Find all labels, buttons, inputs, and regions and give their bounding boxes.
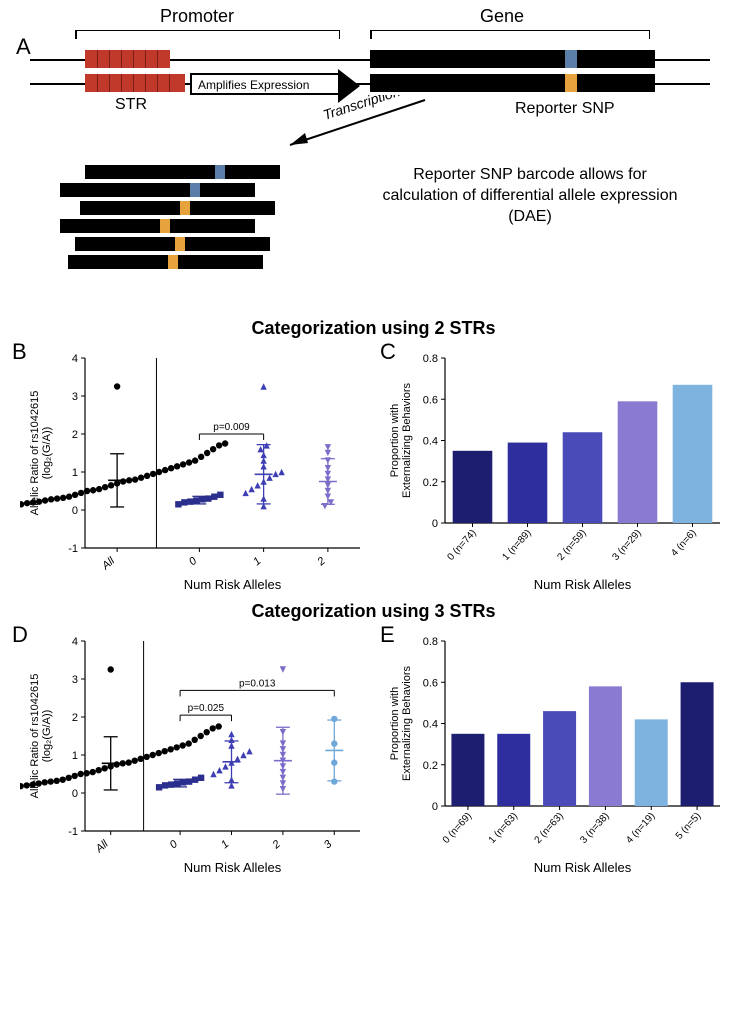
svg-text:p=0.009: p=0.009 bbox=[213, 422, 250, 433]
promoter-label: Promoter bbox=[160, 6, 234, 27]
tx1 bbox=[85, 165, 280, 179]
svg-text:-1: -1 bbox=[68, 826, 78, 838]
svg-text:3: 3 bbox=[72, 674, 78, 686]
svg-text:(log₂(G/A)): (log₂(G/A)) bbox=[41, 427, 53, 480]
svg-text:2: 2 bbox=[72, 712, 78, 724]
svg-text:0.2: 0.2 bbox=[423, 477, 438, 489]
row-DE: D -101234Allelic Ratio of rs1042615(log₂… bbox=[20, 626, 727, 876]
str2 bbox=[85, 74, 185, 92]
svg-text:p=0.025: p=0.025 bbox=[188, 703, 225, 714]
svg-text:0: 0 bbox=[72, 505, 78, 517]
svg-text:Proportion with: Proportion with bbox=[389, 404, 401, 477]
panel-C-label: C bbox=[380, 339, 396, 365]
svg-text:3 (n=38): 3 (n=38) bbox=[578, 811, 611, 846]
panel-B: B -101234Allelic Ratio of rs1042615(log₂… bbox=[20, 343, 370, 593]
figure: A Promoter Gene Amplifies Expression STR… bbox=[0, 0, 747, 896]
svg-text:Allelic Ratio of rs1042615: Allelic Ratio of rs1042615 bbox=[29, 674, 41, 799]
svg-text:1: 1 bbox=[72, 750, 78, 762]
svg-text:1: 1 bbox=[72, 467, 78, 479]
snp2-orange bbox=[565, 74, 577, 92]
svg-text:Num Risk Alleles: Num Risk Alleles bbox=[534, 860, 632, 875]
svg-text:-1: -1 bbox=[68, 543, 78, 555]
svg-text:0: 0 bbox=[187, 555, 200, 569]
svg-text:3 (n=29): 3 (n=29) bbox=[610, 528, 643, 563]
promoter-bracket bbox=[75, 30, 340, 31]
svg-text:1: 1 bbox=[219, 838, 231, 851]
gene1 bbox=[370, 50, 655, 68]
svg-text:2 (n=63): 2 (n=63) bbox=[533, 811, 566, 846]
panel-D: D -101234Allelic Ratio of rs1042615(log₂… bbox=[20, 626, 370, 876]
svg-text:5 (n=5): 5 (n=5) bbox=[674, 811, 704, 842]
gene-bracket bbox=[370, 30, 650, 31]
panel-B-label: B bbox=[12, 339, 27, 365]
svg-text:All: All bbox=[99, 555, 117, 573]
row-BC: B -101234Allelic Ratio of rs1042615(log₂… bbox=[20, 343, 727, 593]
svg-text:2: 2 bbox=[270, 838, 283, 852]
transcription-arrow: Transcription bbox=[275, 95, 435, 155]
svg-text:0.8: 0.8 bbox=[423, 636, 438, 648]
dae-text: Reporter SNP barcode allows for calculat… bbox=[375, 165, 685, 227]
tx6 bbox=[68, 255, 263, 269]
svg-text:0: 0 bbox=[432, 801, 438, 813]
tx2 bbox=[60, 183, 255, 197]
tx4 bbox=[60, 219, 255, 233]
amplify-text: Amplifies Expression bbox=[198, 78, 309, 92]
section2-title: Categorization using 2 STRs bbox=[20, 318, 727, 339]
svg-text:Externalizing Behaviors: Externalizing Behaviors bbox=[401, 666, 413, 781]
gene-label: Gene bbox=[480, 6, 524, 27]
svg-text:0: 0 bbox=[168, 838, 181, 852]
svg-text:0: 0 bbox=[72, 788, 78, 800]
svg-text:2: 2 bbox=[72, 429, 78, 441]
gene2 bbox=[370, 74, 655, 92]
svg-text:0.4: 0.4 bbox=[423, 719, 438, 731]
svg-text:1 (n=63): 1 (n=63) bbox=[487, 811, 520, 846]
svg-text:All: All bbox=[93, 838, 111, 856]
svg-text:0 (n=69): 0 (n=69) bbox=[441, 811, 474, 846]
svg-text:0: 0 bbox=[432, 518, 438, 530]
panel-E: E 00.20.40.60.8Proportion withExternaliz… bbox=[380, 626, 730, 876]
transcription-text: Transcription bbox=[321, 95, 402, 123]
svg-text:0.4: 0.4 bbox=[423, 436, 438, 448]
panel-A: A Promoter Gene Amplifies Expression STR… bbox=[20, 10, 727, 310]
panel-D-label: D bbox=[12, 622, 28, 648]
panel-A-label: A bbox=[16, 34, 31, 60]
svg-text:4: 4 bbox=[72, 636, 78, 648]
svg-text:4 (n=6): 4 (n=6) bbox=[669, 528, 699, 559]
tx3 bbox=[80, 201, 275, 215]
svg-text:Allelic Ratio of rs1042615: Allelic Ratio of rs1042615 bbox=[29, 391, 41, 516]
svg-text:p=0.013: p=0.013 bbox=[239, 678, 276, 689]
panel-C: C 00.20.40.60.8Proportion withExternaliz… bbox=[380, 343, 730, 593]
panel-E-label: E bbox=[380, 622, 395, 648]
section3-title: Categorization using 3 STRs bbox=[20, 601, 727, 622]
svg-text:3: 3 bbox=[322, 838, 335, 852]
svg-text:1 (n=89): 1 (n=89) bbox=[500, 528, 533, 563]
svg-text:4: 4 bbox=[72, 353, 78, 365]
svg-text:3: 3 bbox=[72, 391, 78, 403]
svg-text:0.8: 0.8 bbox=[423, 353, 438, 365]
svg-text:0.6: 0.6 bbox=[423, 677, 438, 689]
svg-text:2: 2 bbox=[315, 555, 328, 569]
svg-text:Num Risk Alleles: Num Risk Alleles bbox=[184, 860, 282, 875]
svg-text:0 (n=74): 0 (n=74) bbox=[445, 528, 478, 563]
svg-text:Proportion with: Proportion with bbox=[389, 687, 401, 760]
svg-text:1: 1 bbox=[251, 555, 263, 568]
svg-text:2 (n=59): 2 (n=59) bbox=[555, 528, 588, 563]
svg-text:Externalizing Behaviors: Externalizing Behaviors bbox=[401, 383, 413, 498]
str-text: STR bbox=[115, 96, 147, 114]
snp1-blue bbox=[565, 50, 577, 68]
svg-text:(log₂(G/A)): (log₂(G/A)) bbox=[41, 710, 53, 763]
svg-text:0.6: 0.6 bbox=[423, 394, 438, 406]
svg-text:4 (n=19): 4 (n=19) bbox=[624, 811, 657, 846]
tx5 bbox=[75, 237, 270, 251]
reporter-text: Reporter SNP bbox=[515, 100, 615, 118]
svg-text:Num Risk Alleles: Num Risk Alleles bbox=[184, 577, 282, 592]
svg-text:0.2: 0.2 bbox=[423, 760, 438, 772]
str1 bbox=[85, 50, 170, 68]
svg-text:Num Risk Alleles: Num Risk Alleles bbox=[534, 577, 632, 592]
